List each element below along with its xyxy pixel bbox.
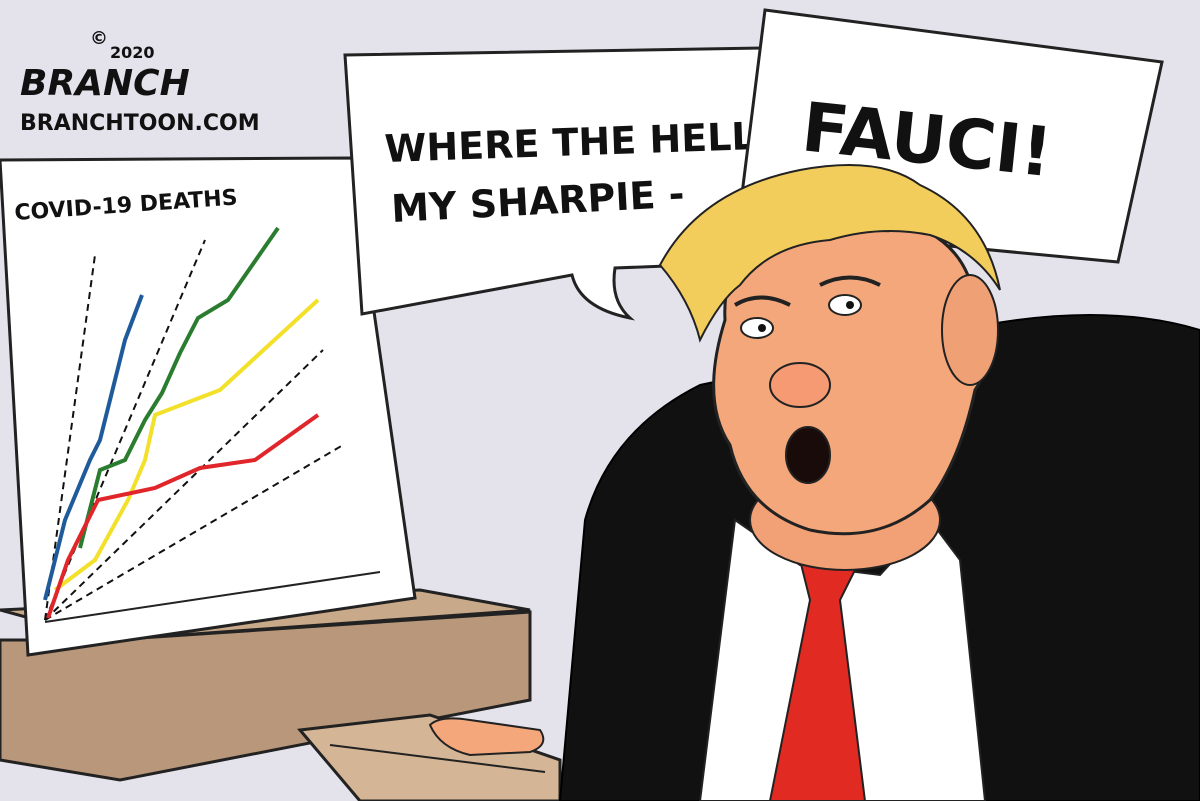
mouth	[785, 426, 831, 484]
signature-year: 2020	[110, 43, 155, 62]
signature-copyright: ©	[90, 28, 108, 49]
right-pupil	[846, 301, 854, 309]
speech-bubble-main: WHERE THE HELL IS MY SHARPIE -	[343, 46, 811, 321]
chart-board: COVID-19 DEATHS	[0, 156, 417, 657]
hair	[658, 164, 1001, 343]
character	[428, 164, 1200, 801]
artist-signature: © 2020 BRANCH BRANCHTOON.COM	[20, 28, 260, 136]
right-eye	[828, 294, 862, 316]
chart-line-blue	[43, 294, 144, 601]
left-eye	[740, 317, 774, 339]
right-ear	[941, 274, 999, 386]
right-eyebrow	[819, 275, 881, 287]
nose	[769, 362, 831, 408]
hand	[428, 717, 545, 757]
speech-bubble-shape	[343, 46, 772, 321]
chart-line-green	[78, 226, 280, 549]
left-pupil	[758, 324, 766, 332]
chart-x-axis	[44, 571, 381, 623]
signature-name: BRANCH	[20, 63, 190, 104]
signature-website: BRANCHTOON.COM	[20, 111, 260, 136]
chart-line-yellow	[53, 298, 320, 592]
left-eyebrow	[733, 295, 791, 307]
chart-paper	[0, 156, 417, 657]
chart-line-red	[46, 413, 320, 619]
